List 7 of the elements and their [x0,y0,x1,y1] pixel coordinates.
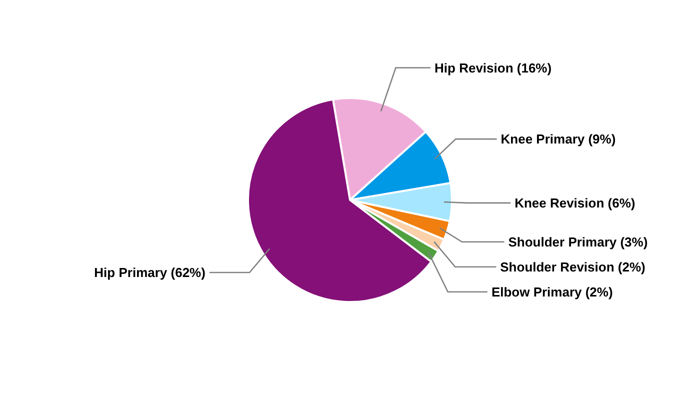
slice-label: Shoulder Revision (2%) [500,259,646,274]
slice-label: Knee Primary (9%) [500,132,616,147]
slice-label: Elbow Primary (2%) [491,284,613,300]
slice-label: Hip Revision (16%) [434,60,552,76]
slice-label: Shoulder Primary (3%) [508,234,648,250]
slice-label: Hip Primary (62%) [94,265,206,280]
slice-label: Knee Revision (6%) [514,195,636,210]
